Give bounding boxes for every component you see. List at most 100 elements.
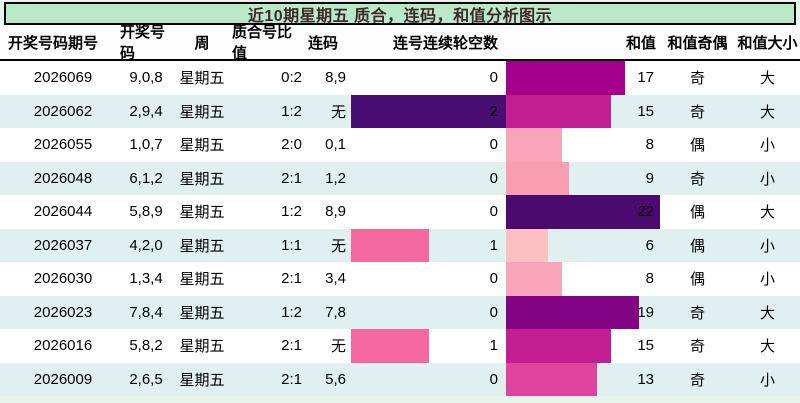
skip-gap-value: 1 <box>489 236 498 254</box>
cell-issue: 2026023 <box>33 303 93 321</box>
cell-skip-gap: 0 <box>348 363 506 397</box>
table-header-row: 开奖号码期号 开奖号码 周 质合号比值 连码 连号连续轮空数 和值 和值奇偶 和… <box>0 24 800 62</box>
cell-size: 小 <box>759 371 775 389</box>
cell-size: 大 <box>759 204 775 222</box>
skip-gap-value: 0 <box>489 303 498 321</box>
sum-value: 9 <box>645 169 654 187</box>
cell-skip-gap: 1 <box>348 228 506 262</box>
skip-gap-bar <box>351 329 429 363</box>
cell-issue: 2026048 <box>33 169 93 187</box>
cell-parity: 偶 <box>689 237 705 255</box>
cell-week: 星期五 <box>179 137 225 155</box>
cell-skip-gap: 0 <box>348 296 506 330</box>
sum-value-bar <box>506 61 625 95</box>
cell-issue: 2026044 <box>33 203 93 221</box>
table-row: 2026055 1,0,7 星期五 2:0 0,1 0 8 偶 小 <box>0 128 800 162</box>
cell-issue: 2026030 <box>33 270 93 288</box>
skip-gap-value: 0 <box>489 136 498 154</box>
cell-issue: 2026009 <box>33 370 93 388</box>
table-row: 2026009 2,6,5 星期五 2:1 5,6 0 13 奇 小 <box>0 362 800 397</box>
cell-size: 小 <box>759 137 775 155</box>
skip-gap-value: 0 <box>489 69 498 87</box>
col-header-size: 和值大小 <box>737 34 798 52</box>
sum-value-bar <box>506 362 597 396</box>
cell-ratio: 1:2 <box>281 303 302 321</box>
skip-gap-value: 0 <box>489 370 498 388</box>
cell-skip-gap: 0 <box>348 262 506 296</box>
cell-size: 大 <box>759 103 775 121</box>
col-header-ratio: 质合号比值 <box>232 24 293 62</box>
sum-value: 6 <box>645 236 654 254</box>
cell-lianma: 7,8 <box>325 303 346 321</box>
cell-ratio: 1:2 <box>281 203 302 221</box>
table-body: 2026069 9,0,8 星期五 0:2 8,9 0 17 奇 大 20260… <box>0 61 800 396</box>
table-row: 2026016 5,8,2 星期五 2:1 无 1 15 奇 大 <box>0 329 800 363</box>
cell-numbers: 5,8,2 <box>129 337 163 355</box>
col-header-parity: 和值奇偶 <box>667 34 728 52</box>
cell-sum: 17 <box>506 61 660 95</box>
cell-numbers: 2,9,4 <box>129 102 163 120</box>
cell-skip-gap: 2 <box>348 94 506 128</box>
cell-ratio: 1:2 <box>281 102 302 120</box>
cell-lianma: 3,4 <box>325 270 346 288</box>
cell-issue: 2026037 <box>33 236 93 254</box>
cell-issue: 2026055 <box>33 136 93 154</box>
cell-sum: 13 <box>506 362 660 396</box>
skip-gap-value: 2 <box>489 102 498 120</box>
cell-parity: 奇 <box>689 338 705 356</box>
col-header-skip: 连号连续轮空数 <box>392 34 498 52</box>
cell-sum: 9 <box>506 161 660 195</box>
cell-numbers: 1,3,4 <box>129 270 163 288</box>
cell-lianma: 无 <box>330 338 346 356</box>
sum-value: 8 <box>645 136 654 154</box>
sum-value: 19 <box>637 303 654 321</box>
col-header-week: 周 <box>194 34 210 52</box>
cell-skip-gap: 0 <box>348 195 506 229</box>
sum-value: 15 <box>637 337 654 355</box>
cell-numbers: 5,8,9 <box>129 203 163 221</box>
cell-parity: 奇 <box>689 170 705 188</box>
table-row: 2026048 6,1,2 星期五 2:1 1,2 0 9 奇 小 <box>0 161 800 195</box>
table-row: 2026062 2,9,4 星期五 1:2 无 2 15 奇 大 <box>0 94 800 128</box>
sum-value-bar <box>506 161 569 195</box>
table-row: 2026030 1,3,4 星期五 2:1 3,4 0 8 偶 小 <box>0 262 800 296</box>
sum-value: 8 <box>645 270 654 288</box>
table-row: 2026037 4,2,0 星期五 1:1 无 1 6 偶 小 <box>0 228 800 262</box>
sum-value: 13 <box>637 370 654 388</box>
sum-value-bar <box>506 329 611 363</box>
cell-ratio: 2:1 <box>281 270 302 288</box>
cell-parity: 奇 <box>689 103 705 121</box>
cell-lianma: 5,6 <box>325 370 346 388</box>
cell-skip-gap: 0 <box>348 128 506 162</box>
cell-size: 小 <box>759 271 775 289</box>
sum-value-bar <box>506 128 562 162</box>
cell-parity: 奇 <box>689 70 705 88</box>
skip-gap-value: 1 <box>489 337 498 355</box>
cell-week: 星期五 <box>179 304 225 322</box>
cell-parity: 偶 <box>689 271 705 289</box>
cell-sum: 8 <box>506 128 660 162</box>
cell-parity: 奇 <box>689 371 705 389</box>
cell-ratio: 0:2 <box>281 69 302 87</box>
cell-ratio: 1:1 <box>281 236 302 254</box>
analysis-table: 开奖号码期号 开奖号码 周 质合号比值 连码 连号连续轮空数 和值 和值奇偶 和… <box>0 24 800 396</box>
cell-parity: 奇 <box>689 304 705 322</box>
cell-sum: 22 <box>506 195 660 229</box>
cell-skip-gap: 1 <box>348 329 506 363</box>
cell-week: 星期五 <box>179 70 225 88</box>
cell-sum: 6 <box>506 228 660 262</box>
cell-sum: 8 <box>506 262 660 296</box>
table-row: 2026069 9,0,8 星期五 0:2 8,9 0 17 奇 大 <box>0 61 800 95</box>
skip-gap-value: 0 <box>489 203 498 221</box>
sum-value-bar <box>506 228 548 262</box>
cell-size: 大 <box>759 304 775 322</box>
cell-lianma: 1,2 <box>325 169 346 187</box>
cell-ratio: 2:1 <box>281 169 302 187</box>
skip-gap-value: 0 <box>489 169 498 187</box>
table-row: 2026023 7,8,4 星期五 1:2 7,8 0 19 奇 大 <box>0 295 800 330</box>
cell-week: 星期五 <box>179 103 225 121</box>
cell-lianma: 8,9 <box>325 203 346 221</box>
cell-ratio: 2:1 <box>281 370 302 388</box>
cell-week: 星期五 <box>179 204 225 222</box>
sum-value-bar <box>506 195 660 229</box>
